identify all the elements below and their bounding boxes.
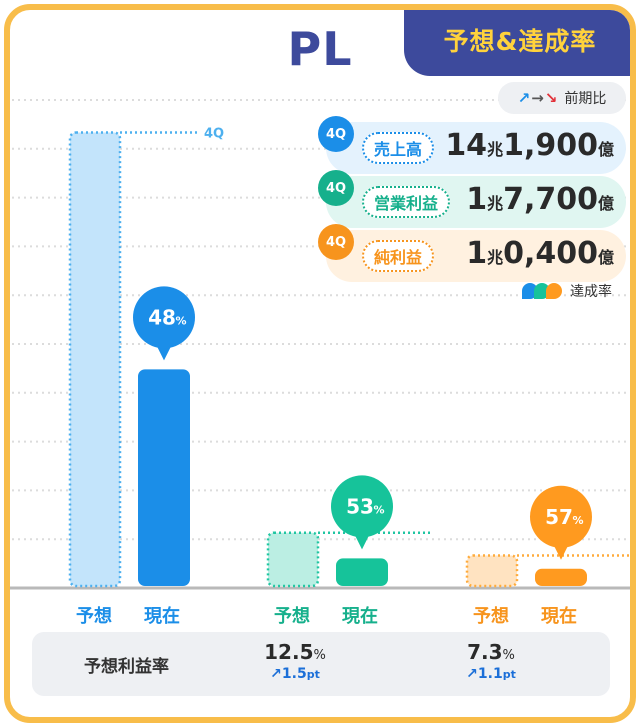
kpi-label: 純利益 [362, 240, 435, 272]
kpi-label: 営業利益 [362, 186, 451, 218]
achievement-bubble-pointer [156, 344, 172, 361]
x-label-actual: 現在 [144, 606, 180, 627]
achievement-rate-unit: % [175, 314, 186, 327]
rate-dot-orange-icon [546, 283, 562, 299]
actual-bar [535, 568, 587, 586]
profit-margin-title: 予想利益率 [84, 657, 169, 677]
achievement-rate-legend: 達成率 [522, 281, 612, 301]
trend-flat-icon: → [531, 89, 544, 107]
achievement-bubble [530, 485, 592, 548]
x-label-actual: 現在 [541, 606, 577, 627]
forecast-bar [465, 554, 519, 588]
x-label-forecast: 予想 [473, 606, 509, 627]
achievement-bubble [133, 286, 195, 349]
x-label-forecast: 予想 [76, 606, 112, 627]
operating-margin: 12.5% ↗1.5pt [264, 640, 326, 682]
kpi-label: 売上高 [362, 132, 435, 164]
kpi-quarter-badge: 4Q [318, 170, 354, 206]
chart-title: PL [287, 22, 353, 76]
achievement-rate-label: 48 [148, 305, 176, 329]
achievement-bubble-pointer [553, 543, 569, 560]
rate-legend-label: 達成率 [570, 284, 612, 300]
forecast-quarter-tag: 4Q [204, 127, 224, 142]
achievement-rate-unit: % [572, 514, 583, 527]
kpi-net-profit: 4Q 純利益 1兆0,400億 [318, 224, 626, 282]
kpi-value: 1兆7,700億 [466, 182, 614, 217]
kpi-value: 1兆0,400億 [466, 236, 614, 271]
achievement-bubble [331, 475, 393, 538]
forecast-bar [266, 531, 320, 588]
achievement-bubble-pointer [354, 533, 370, 550]
achievement-rate-unit: % [373, 503, 384, 516]
kpi-sales: 4Q 売上高 14兆1,900億 [318, 116, 626, 174]
achievement-rate-label: 53 [346, 494, 374, 518]
net-margin: 7.3% ↗1.1pt [466, 640, 516, 682]
trend-down-icon: ↘ [544, 89, 558, 107]
trend-up-icon: ↗ [517, 89, 531, 107]
x-label-forecast: 予想 [274, 606, 310, 627]
forecast-bar [68, 131, 122, 588]
kpi-operating-profit: 4Q 営業利益 1兆7,700億 [318, 170, 626, 228]
kpi-value: 14兆1,900億 [445, 128, 614, 163]
profit-margin-panel: 予想利益率 12.5% ↗1.5pt 7.3% ↗1.1pt [32, 632, 610, 696]
forecast-achievement-tag: 予想&達成率 [404, 10, 630, 76]
trend-legend-label: 前期比 [564, 91, 607, 107]
kpi-quarter-badge: 4Q [318, 224, 354, 260]
x-label-actual: 現在 [342, 606, 378, 627]
achievement-rate-label: 57 [545, 505, 573, 529]
trend-legend: ↗ → ↘ 前期比 [498, 82, 626, 114]
tag-label: 予想&達成率 [443, 27, 597, 56]
actual-bar [138, 369, 190, 586]
actual-bar [336, 558, 388, 586]
kpi-quarter-badge: 4Q [318, 116, 354, 152]
